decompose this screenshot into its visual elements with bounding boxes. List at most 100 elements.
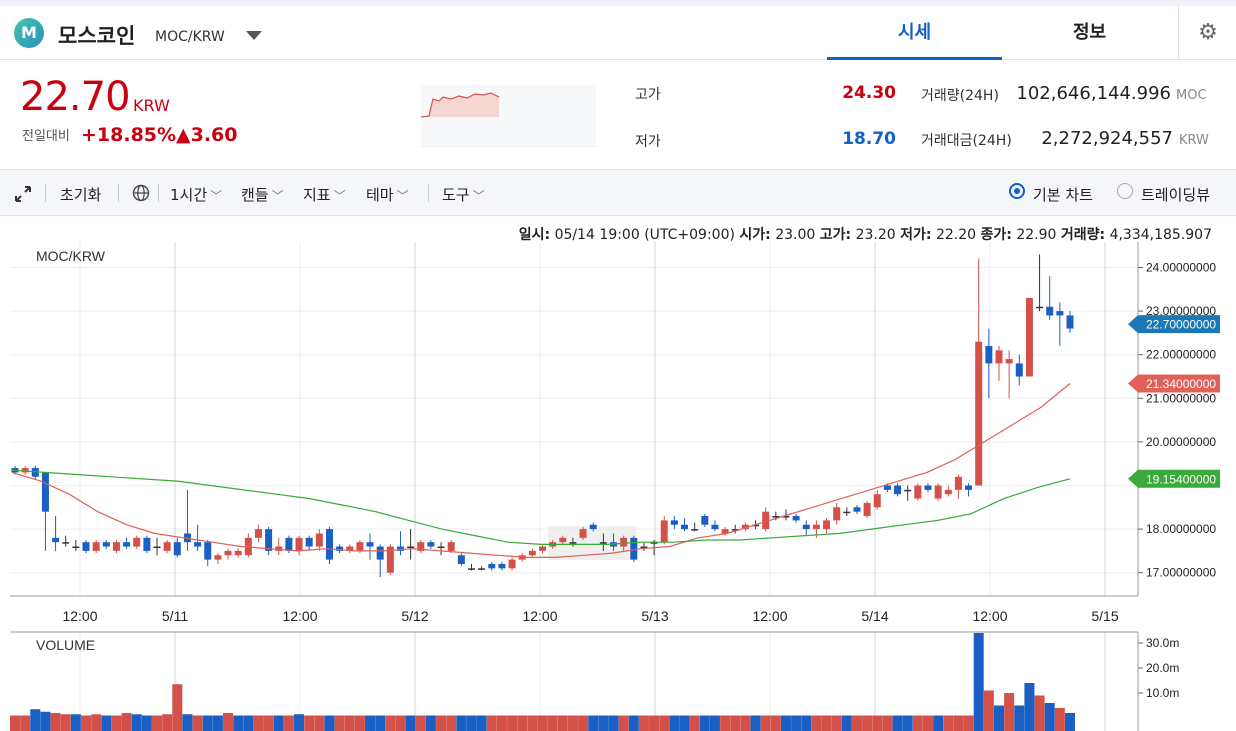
candle-body bbox=[478, 568, 486, 570]
volume-bar bbox=[841, 715, 852, 731]
volume-bar bbox=[811, 715, 822, 731]
volume-bar bbox=[780, 715, 791, 731]
candle-body bbox=[741, 524, 749, 530]
volume-bar bbox=[40, 711, 51, 731]
candle-body bbox=[569, 542, 577, 544]
volume-bar bbox=[517, 715, 528, 731]
info-open-value: 23.00 bbox=[775, 227, 816, 243]
volume-bar bbox=[202, 715, 213, 731]
basic-chart-label[interactable]: 기본 차트 bbox=[1033, 186, 1093, 204]
amount-24h-label: 거래대금(24H) bbox=[921, 133, 1012, 149]
candle-body bbox=[924, 485, 932, 490]
volume-bar bbox=[557, 715, 568, 731]
theme-dropdown[interactable]: 테마 ﹀ bbox=[366, 184, 409, 205]
candle-body bbox=[102, 542, 110, 547]
candle-body bbox=[427, 542, 435, 547]
volume-bar bbox=[872, 715, 883, 731]
change-absolute: ▲3.60 bbox=[176, 124, 238, 146]
volume-bar bbox=[912, 715, 923, 731]
volume-bar bbox=[831, 715, 842, 731]
coin-pair: MOC/KRW bbox=[155, 29, 225, 45]
volume-bar bbox=[892, 715, 903, 731]
info-time-value: 05/14 19:00 (UTC+09:00) bbox=[554, 227, 735, 243]
volume-bar bbox=[375, 715, 386, 731]
y-tick-label: 21.00000000 bbox=[1146, 391, 1216, 405]
volume-bar bbox=[1004, 693, 1015, 731]
candle-body bbox=[640, 546, 648, 549]
candle-body bbox=[224, 550, 232, 556]
interval-dropdown[interactable]: 1시간 ﹀ bbox=[170, 184, 222, 205]
volume-bar bbox=[740, 715, 751, 731]
volume-bar bbox=[365, 715, 376, 731]
volume-bar bbox=[446, 715, 457, 731]
tab-market[interactable]: 시세 bbox=[827, 6, 1002, 60]
candle-body bbox=[133, 537, 141, 547]
volume-bar bbox=[720, 715, 731, 731]
candle-body bbox=[163, 542, 171, 551]
tradingview-label[interactable]: 트레이딩뷰 bbox=[1141, 186, 1211, 204]
expand-icon[interactable] bbox=[14, 185, 32, 203]
volume-bar bbox=[922, 715, 933, 731]
candle-body bbox=[812, 524, 820, 530]
volume-bar bbox=[902, 715, 913, 731]
candle-body bbox=[1056, 311, 1064, 316]
y-tick-label: 18.00000000 bbox=[1146, 522, 1216, 536]
candle-body bbox=[894, 485, 902, 495]
candle-body bbox=[336, 546, 344, 551]
x-tick-label: 5/13 bbox=[641, 608, 668, 624]
volume-bar bbox=[750, 715, 761, 731]
tools-dropdown[interactable]: 도구 ﹀ bbox=[442, 184, 485, 205]
candle-body bbox=[1046, 306, 1054, 316]
price-summary bbox=[0, 60, 1236, 170]
chevron-down-icon[interactable] bbox=[246, 31, 262, 40]
candle-body bbox=[995, 350, 1003, 364]
volume-bar bbox=[507, 715, 518, 731]
candle-body bbox=[123, 542, 131, 547]
candle-body bbox=[883, 485, 891, 490]
candle-body bbox=[954, 476, 962, 490]
volume-bar bbox=[192, 715, 203, 731]
volume-bar bbox=[730, 715, 741, 731]
volume-bar bbox=[851, 715, 862, 731]
volume-bar bbox=[862, 715, 873, 731]
settings-button[interactable]: ⚙ bbox=[1178, 6, 1236, 60]
price-tag bbox=[1128, 374, 1220, 393]
volume-bar bbox=[111, 715, 122, 731]
candle-body bbox=[214, 555, 222, 560]
volume-bar bbox=[638, 715, 649, 731]
volume-bar bbox=[527, 715, 538, 731]
volume-bar bbox=[141, 715, 152, 731]
globe-icon[interactable] bbox=[132, 184, 150, 202]
coin-name: 모스코인 bbox=[58, 24, 136, 48]
candle-body bbox=[407, 546, 415, 549]
candle-body bbox=[853, 507, 861, 512]
chevron-down-icon: ﹀ bbox=[396, 189, 409, 203]
volume-bar bbox=[162, 714, 173, 731]
volume-bar bbox=[172, 684, 183, 731]
volume-bar bbox=[81, 715, 92, 731]
indicator-dropdown[interactable]: 지표 ﹀ bbox=[303, 184, 346, 205]
volume-bar bbox=[395, 715, 406, 731]
volume-bar bbox=[679, 715, 690, 731]
reset-button[interactable]: 초기화 bbox=[60, 186, 102, 204]
basic-chart-radio[interactable] bbox=[1009, 183, 1025, 199]
tradingview-radio[interactable] bbox=[1117, 183, 1133, 199]
volume-bar bbox=[334, 715, 345, 731]
price-tag-label: 19.15400000 bbox=[1146, 472, 1216, 486]
volume-bar bbox=[314, 715, 325, 731]
candle-body bbox=[904, 489, 912, 492]
toolbar-divider bbox=[158, 184, 159, 202]
candle-body bbox=[153, 546, 161, 549]
volume-bar bbox=[618, 715, 629, 731]
volume-bar bbox=[70, 714, 81, 731]
tab-info[interactable]: 정보 bbox=[1072, 22, 1107, 43]
volume-bar bbox=[425, 715, 436, 731]
candle-body bbox=[528, 550, 536, 556]
volume-bar bbox=[223, 713, 234, 731]
candle-body bbox=[1066, 315, 1074, 329]
chart-type-dropdown[interactable]: 캔들 ﹀ bbox=[241, 184, 284, 205]
candle-body bbox=[944, 489, 952, 495]
candle-body bbox=[752, 524, 760, 527]
x-tick-label: 5/15 bbox=[1091, 608, 1118, 624]
